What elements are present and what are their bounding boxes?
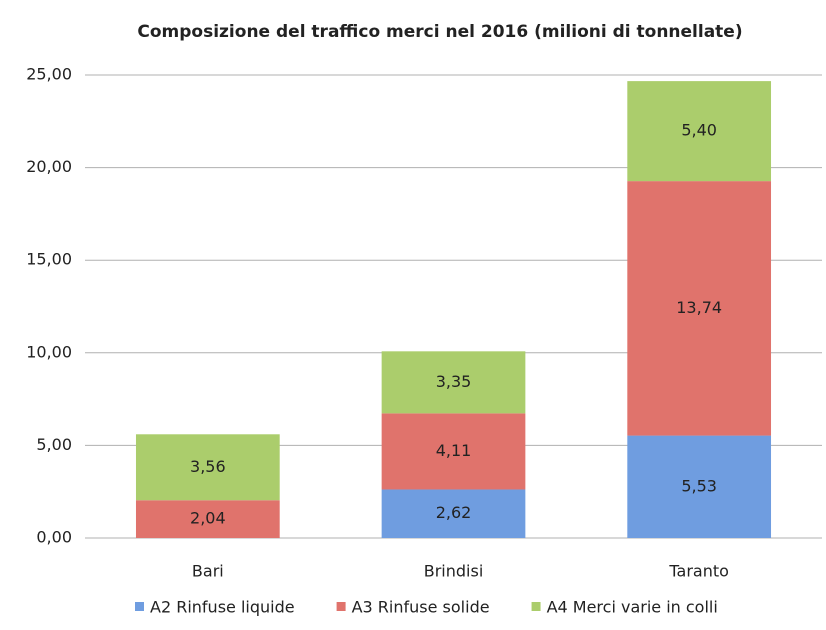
data-label: 2,04: [190, 509, 226, 528]
x-tick-label: Bari: [192, 562, 224, 581]
legend-swatch: [336, 602, 346, 611]
bar-segment: [627, 435, 772, 538]
legend-label: A3 Rinfuse solide: [352, 598, 490, 617]
data-label: 4,11: [436, 441, 472, 460]
y-tick-label: 20,00: [26, 157, 72, 176]
y-tick-label: 25,00: [26, 65, 72, 84]
bar-segment: [627, 81, 772, 182]
data-label: 3,56: [190, 457, 226, 476]
data-label: 13,74: [676, 298, 722, 317]
bar-segment: [381, 351, 526, 414]
data-label: 2,62: [436, 503, 472, 522]
bar-segment: [381, 489, 526, 538]
x-tick-label: Taranto: [668, 562, 729, 581]
y-tick-label: 0,00: [36, 528, 72, 547]
y-tick-label: 15,00: [26, 250, 72, 269]
chart-title: Composizione del traffico merci nel 2016…: [137, 22, 742, 42]
legend-label: A4 Merci varie in colli: [547, 598, 718, 617]
bar-segment: [135, 434, 280, 501]
legend-swatch: [531, 602, 541, 611]
bar-segment: [381, 413, 526, 490]
data-label: 5,53: [681, 476, 717, 495]
bar-segment: [135, 500, 280, 538]
x-tick-label: Brindisi: [424, 562, 484, 581]
data-label: 3,35: [436, 372, 472, 391]
bar-segment: [627, 181, 772, 436]
y-tick-label: 10,00: [26, 342, 72, 361]
data-label: 5,40: [681, 121, 717, 140]
y-tick-label: 5,00: [36, 435, 72, 454]
legend-label: A2 Rinfuse liquide: [150, 598, 295, 617]
legend-swatch: [135, 602, 144, 611]
